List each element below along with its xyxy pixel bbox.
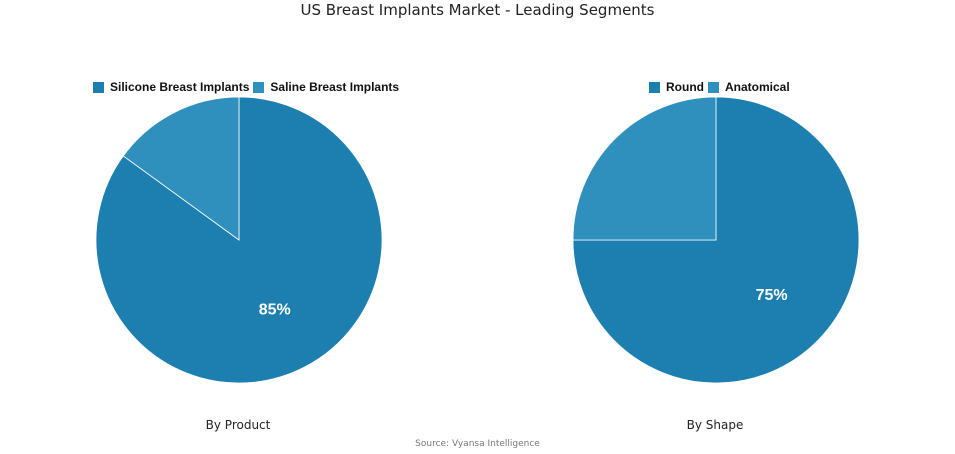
pie-chart-product: 85% [95,96,383,384]
legend-label-round: Round [666,80,704,94]
legend-swatch-round [649,81,660,93]
legend-item-saline[interactable]: Saline Breast Implants [253,80,399,94]
pie-slice-round[interactable] [572,96,860,384]
data-label-silicone-breast-implants: 85% [259,301,291,318]
pie-slice-anatomical[interactable] [572,96,717,241]
chart-subtitle-product: By Product [205,418,271,432]
legend-swatch-anatomical [708,81,719,93]
legend-product: Silicone Breast Implants Saline Breast I… [93,80,403,94]
legend-label-silicone: Silicone Breast Implants [110,80,250,94]
chart-subtitle-shape: By Shape [686,418,744,432]
legend-item-round[interactable]: Round [649,80,704,94]
pie-slice-saline-breast-implants[interactable] [122,96,240,241]
legend-swatch-silicone [93,81,104,93]
pie-chart-shape: 75% [572,96,860,384]
data-label-round: 75% [756,287,788,304]
legend-shape: Round Anatomical [649,80,794,94]
chart-title: US Breast Implants Market - Leading Segm… [300,1,655,19]
legend-label-anatomical: Anatomical [725,80,790,94]
legend-item-silicone[interactable]: Silicone Breast Implants [93,80,249,94]
legend-swatch-saline [253,81,265,93]
source-note: Source: Vyansa Intelligence [415,439,540,449]
legend-item-anatomical[interactable]: Anatomical [708,80,790,94]
legend-label-saline: Saline Breast Implants [270,80,400,94]
